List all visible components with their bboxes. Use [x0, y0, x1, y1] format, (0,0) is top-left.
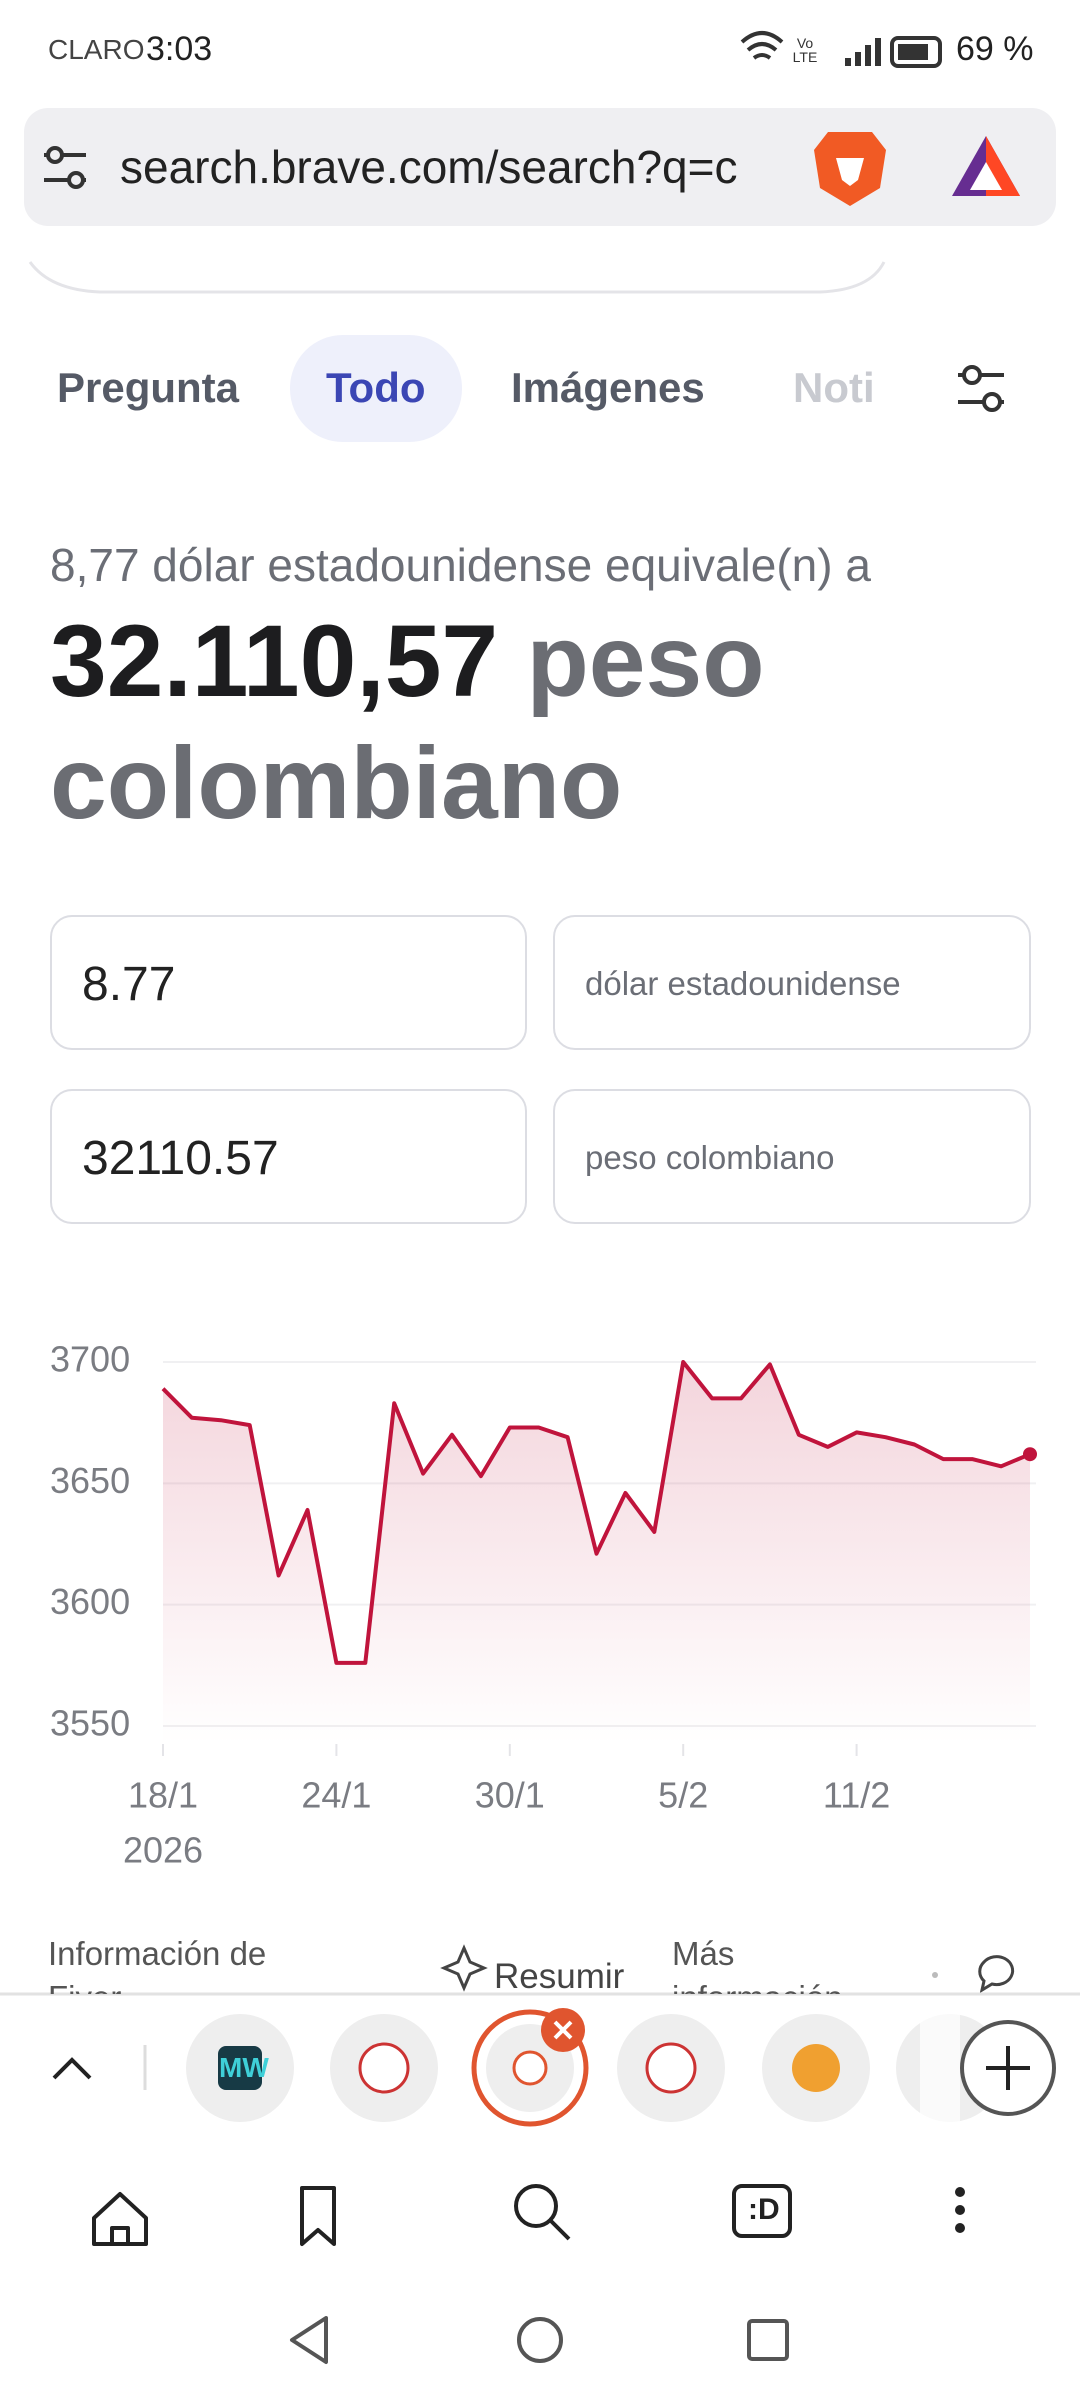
tabs-button[interactable] — [732, 2184, 792, 2238]
plus-icon — [986, 2046, 1030, 2090]
url-bar[interactable] — [24, 108, 1056, 226]
menu-dot[interactable] — [955, 2187, 965, 2197]
tab-pregunta[interactable]: Pregunta — [57, 364, 240, 411]
site-settings-icon[interactable] — [44, 146, 86, 189]
conversion-result: 32.110,57 peso colombiano — [50, 600, 890, 844]
filter-icon[interactable] — [958, 365, 1004, 412]
collapse-icon[interactable] — [52, 2057, 92, 2080]
menu-dot[interactable] — [955, 2223, 965, 2233]
x-tick-label: 30/1 — [475, 1775, 545, 1816]
signal-icon — [845, 38, 881, 66]
result-amount: 32.110,57 — [50, 604, 499, 718]
strip-fade — [920, 2000, 960, 2140]
info-link[interactable]: Información de Fiver — [48, 1935, 267, 1994]
more-info-link[interactable]: Más información — [672, 1935, 843, 1994]
url-text[interactable]: search.brave.com/search?q=c — [120, 141, 738, 193]
area-fill — [163, 1362, 1030, 1744]
result-unit: peso colombiano — [50, 604, 765, 840]
tabs-button-label: :D — [748, 2193, 780, 2226]
dot — [932, 1972, 938, 1978]
tab-todo[interactable]: Todo — [326, 364, 426, 411]
tab-favicon-text: MW — [219, 2052, 269, 2083]
search-button[interactable] — [514, 2184, 558, 2228]
tab-noticias[interactable]: Noti — [793, 364, 873, 411]
x-tick-label: 18/1 — [128, 1775, 198, 1816]
tab-favicon — [645, 2042, 697, 2094]
battery-percent: 69 % — [956, 30, 1034, 68]
home-button[interactable] — [92, 2192, 148, 2246]
sparkle-icon[interactable] — [440, 1944, 488, 1992]
status-icons — [740, 31, 942, 68]
battery-level — [898, 44, 928, 60]
tab-favicon — [512, 2050, 548, 2086]
recents-button[interactable] — [747, 2319, 789, 2361]
from-amount-input[interactable]: 8.77 — [50, 915, 527, 1050]
x-tick-label: 5/2 — [658, 1775, 708, 1816]
search-box-edge — [28, 261, 886, 294]
to-unit: peso colombiano — [585, 1139, 835, 1176]
tab-favicon — [358, 2042, 410, 2094]
x-tick-label: 24/1 — [301, 1775, 371, 1816]
home-system-button[interactable] — [517, 2317, 563, 2363]
tab-imagenes[interactable]: Imágenes — [511, 364, 705, 411]
chat-icon[interactable] — [978, 1955, 1015, 1994]
active-tab-pill[interactable] — [290, 335, 462, 442]
y-tick-label: 3600 — [50, 1581, 130, 1622]
exchange-chart: 3550 3600 3650 3700 18/1 24/1 30/1 5/2 11/2 2026 — [50, 1339, 1037, 1871]
tab-favicon — [792, 2044, 840, 2092]
to-amount: 32110.57 — [82, 1132, 279, 1185]
back-button[interactable] — [290, 2316, 328, 2364]
y-tick-label: 3650 — [50, 1460, 130, 1501]
brave-shield-icon[interactable] — [814, 132, 886, 206]
wifi-icon — [740, 31, 784, 60]
to-unit-select[interactable]: peso colombiano — [553, 1089, 1031, 1224]
search-handle — [549, 2219, 571, 2241]
conversion-query: 8,77 dólar estadounidense equivale(n) a — [50, 539, 871, 591]
x-tick-label: 11/2 — [823, 1775, 890, 1816]
tab-favicon — [218, 2046, 262, 2090]
summarize-button[interactable]: Resumir — [494, 1957, 625, 1996]
rate-line — [161, 1360, 1031, 1665]
from-amount: 8.77 — [82, 958, 176, 1011]
close-icon — [553, 2020, 573, 2040]
to-amount-input[interactable]: 32110.57 — [50, 1089, 527, 1224]
menu-dot[interactable] — [955, 2205, 965, 2215]
rewards-icon[interactable] — [952, 136, 1020, 196]
bookmarks-button[interactable] — [300, 2186, 336, 2246]
battery-icon — [890, 36, 942, 68]
network-type: Vo LTE — [792, 35, 818, 65]
last-point — [1023, 1447, 1037, 1462]
y-tick-label: 3550 — [50, 1703, 130, 1744]
y-tick-label: 3700 — [50, 1339, 130, 1380]
from-unit: dólar estadounidense — [585, 965, 901, 1002]
x-year-label: 2026 — [123, 1830, 203, 1871]
carrier: CLARO — [48, 34, 145, 65]
from-unit-select[interactable]: dólar estadounidense — [553, 915, 1031, 1050]
clock: 3:03 — [146, 30, 213, 68]
